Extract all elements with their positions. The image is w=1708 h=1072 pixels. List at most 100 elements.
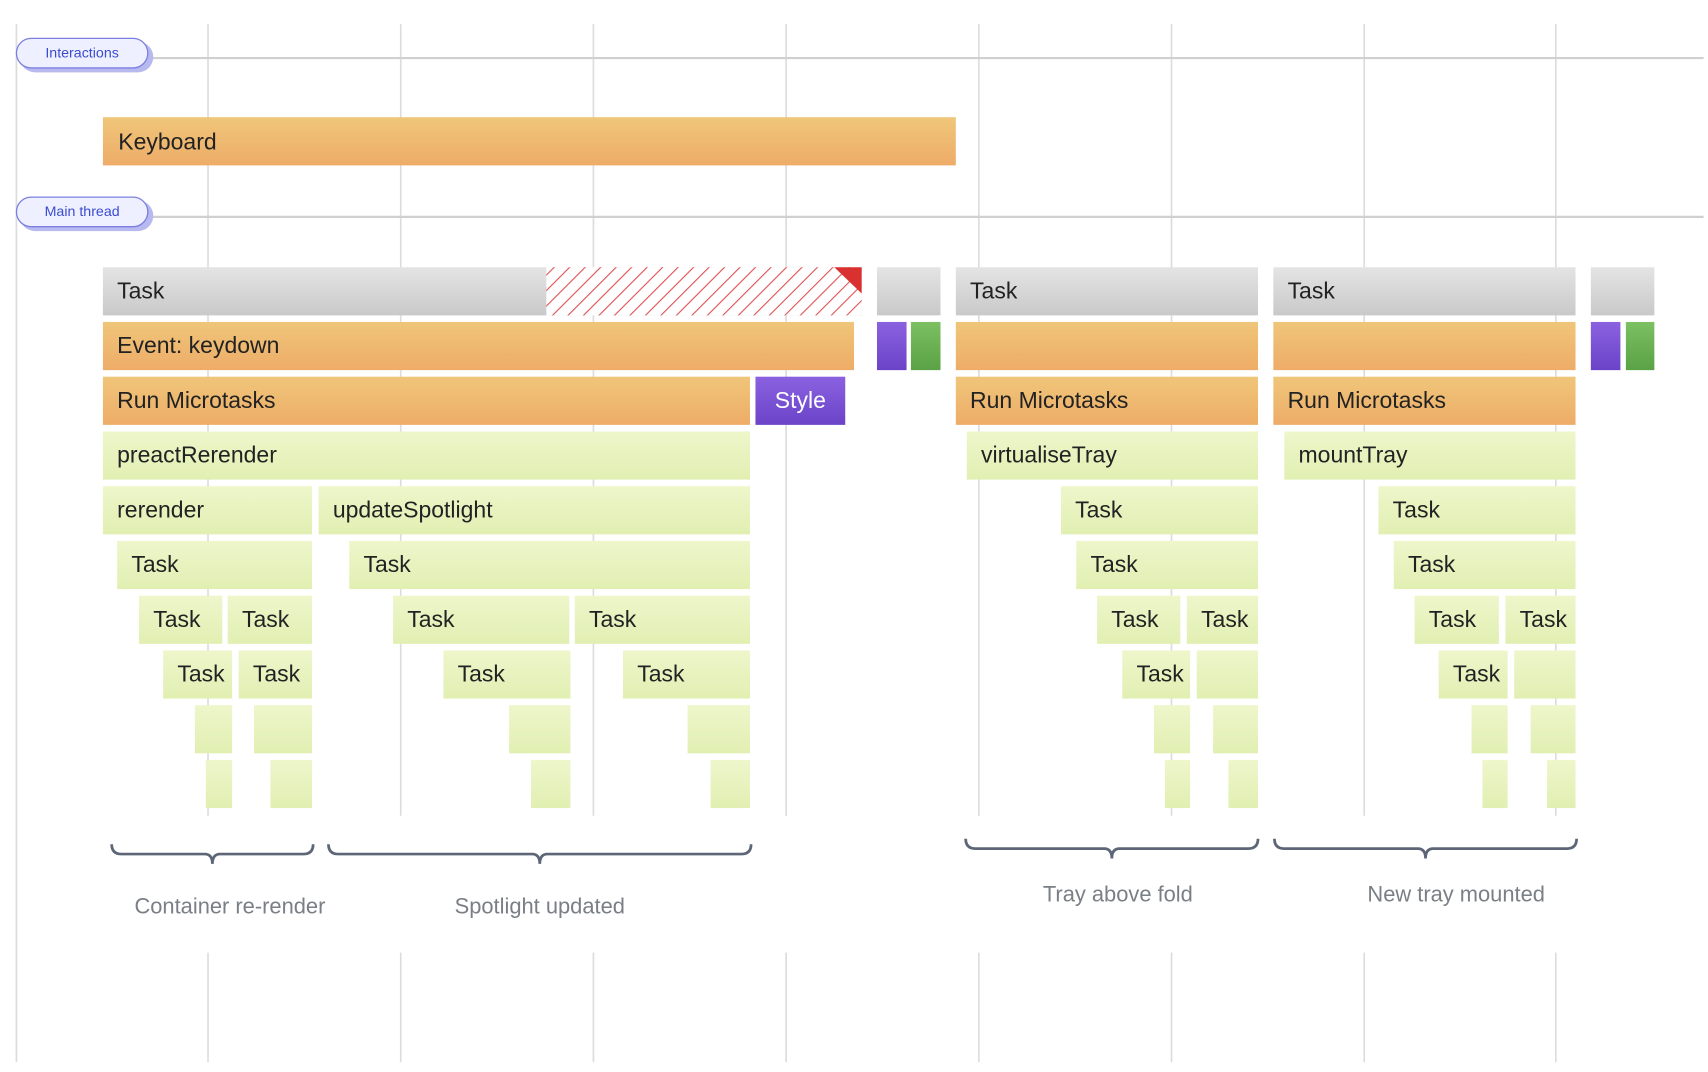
flame-label: Task xyxy=(253,661,301,687)
flame-bar xyxy=(955,267,1259,316)
flame-label: Style xyxy=(775,387,826,413)
flame-bar xyxy=(1153,705,1191,754)
flame-bar xyxy=(139,595,223,644)
flame-label: Task xyxy=(637,661,685,687)
flame-bar xyxy=(1590,321,1621,371)
flame-bar xyxy=(1590,267,1655,316)
brace xyxy=(110,844,315,864)
flame-label: Task xyxy=(1453,661,1501,687)
flame-bar xyxy=(349,540,750,590)
flame-bar xyxy=(254,705,313,754)
flame-bar xyxy=(1378,486,1576,535)
flame-bar xyxy=(318,486,750,535)
flame-bar xyxy=(117,540,313,590)
flame-bar xyxy=(687,705,750,754)
flame-bar xyxy=(574,595,750,644)
flame-bar xyxy=(1393,540,1576,590)
flame-label: Run Microtasks xyxy=(117,387,275,413)
annotation-label: Spotlight updated xyxy=(455,893,625,918)
flame-bar xyxy=(955,376,1259,425)
flame-bar xyxy=(1164,759,1191,809)
flame-label: Task xyxy=(1111,606,1159,632)
flame-label: Task xyxy=(177,661,225,687)
flame-bar xyxy=(443,650,571,699)
flame-bar xyxy=(622,650,750,699)
flame-bar xyxy=(1438,650,1508,699)
flame-bar xyxy=(1273,267,1576,316)
annotation-label: New tray mounted xyxy=(1367,881,1545,906)
flame-label: Run Microtasks xyxy=(1288,387,1446,413)
flame-label: Task xyxy=(407,606,455,632)
flame-bar xyxy=(531,759,571,809)
flame-label: Task xyxy=(970,277,1018,303)
flame-label: updateSpotlight xyxy=(333,496,493,522)
annotations: Container re-render Spotlight updated Tray… xyxy=(110,838,1578,918)
flame-bar xyxy=(755,376,846,425)
flame-label: Task xyxy=(1075,496,1123,522)
flame-bar xyxy=(1471,705,1508,754)
flame-label: Task xyxy=(1090,551,1138,577)
flame-bar xyxy=(1625,321,1655,371)
flame-bar xyxy=(270,759,313,809)
brace xyxy=(1273,838,1578,859)
flame-label: virtualiseTray xyxy=(981,442,1117,468)
flame-label: preactRerender xyxy=(117,442,277,468)
flame-label: Task xyxy=(131,551,179,577)
flame-bar xyxy=(194,705,233,754)
flame-bar xyxy=(1414,595,1499,644)
track-pill xyxy=(15,196,149,228)
flame-bar xyxy=(1514,650,1576,699)
flame-label: Task xyxy=(153,606,201,632)
flame-bar xyxy=(1547,759,1576,809)
flame-bar xyxy=(1186,595,1259,644)
flame-bar xyxy=(1228,759,1259,809)
flame-bar xyxy=(876,321,907,371)
flame-label: Task xyxy=(1408,551,1456,577)
flame-bar xyxy=(1273,376,1576,425)
flame-label: Event: keydown xyxy=(117,332,279,358)
annotation-label: Tray above fold xyxy=(1043,881,1193,906)
interaction-bar xyxy=(102,117,956,166)
flame-bar xyxy=(955,321,1259,371)
track-pill xyxy=(15,37,149,69)
flame-bar xyxy=(1097,595,1181,644)
flame-bar xyxy=(1196,650,1259,699)
flame-label: Task xyxy=(1429,606,1477,632)
flame-bar xyxy=(1060,486,1259,535)
annotation-label: Container re-render xyxy=(134,893,325,918)
flame-bar xyxy=(1076,540,1259,590)
flame-bar xyxy=(910,321,941,371)
flame-bar xyxy=(163,650,233,699)
flame-label: Task xyxy=(1393,496,1441,522)
flame-bar xyxy=(1213,705,1259,754)
long-task-hatch xyxy=(546,267,862,316)
track-label: Main thread xyxy=(45,204,120,220)
interaction-label: Keyboard xyxy=(118,129,216,155)
track-label: Interactions xyxy=(45,45,119,61)
flame-bar xyxy=(205,759,233,809)
flame-bar xyxy=(102,321,854,371)
flame-label: Task xyxy=(363,551,411,577)
flame-label: Task xyxy=(1520,606,1568,632)
flame-label: Task xyxy=(117,277,165,303)
flame-label: Task xyxy=(589,606,637,632)
flame-bar xyxy=(102,486,313,535)
flame-bar xyxy=(966,431,1259,480)
flame-bar xyxy=(393,595,570,644)
flame-label: Run Microtasks xyxy=(970,387,1128,413)
flame-bar xyxy=(102,376,750,425)
flame-bar xyxy=(1482,759,1508,809)
brace xyxy=(327,844,753,864)
brace xyxy=(964,838,1260,859)
bars: Keyboard Task Task Task Event: keydown Run Mi… xyxy=(102,117,1655,809)
flame-label: mountTray xyxy=(1299,442,1409,468)
flame-bar xyxy=(509,705,571,754)
flame-label: Task xyxy=(458,661,506,687)
flame-bar xyxy=(876,267,941,316)
flame-bar xyxy=(1505,595,1576,644)
flame-bar xyxy=(238,650,313,699)
flame-bar xyxy=(1122,650,1191,699)
flame-label: Task xyxy=(1136,661,1184,687)
